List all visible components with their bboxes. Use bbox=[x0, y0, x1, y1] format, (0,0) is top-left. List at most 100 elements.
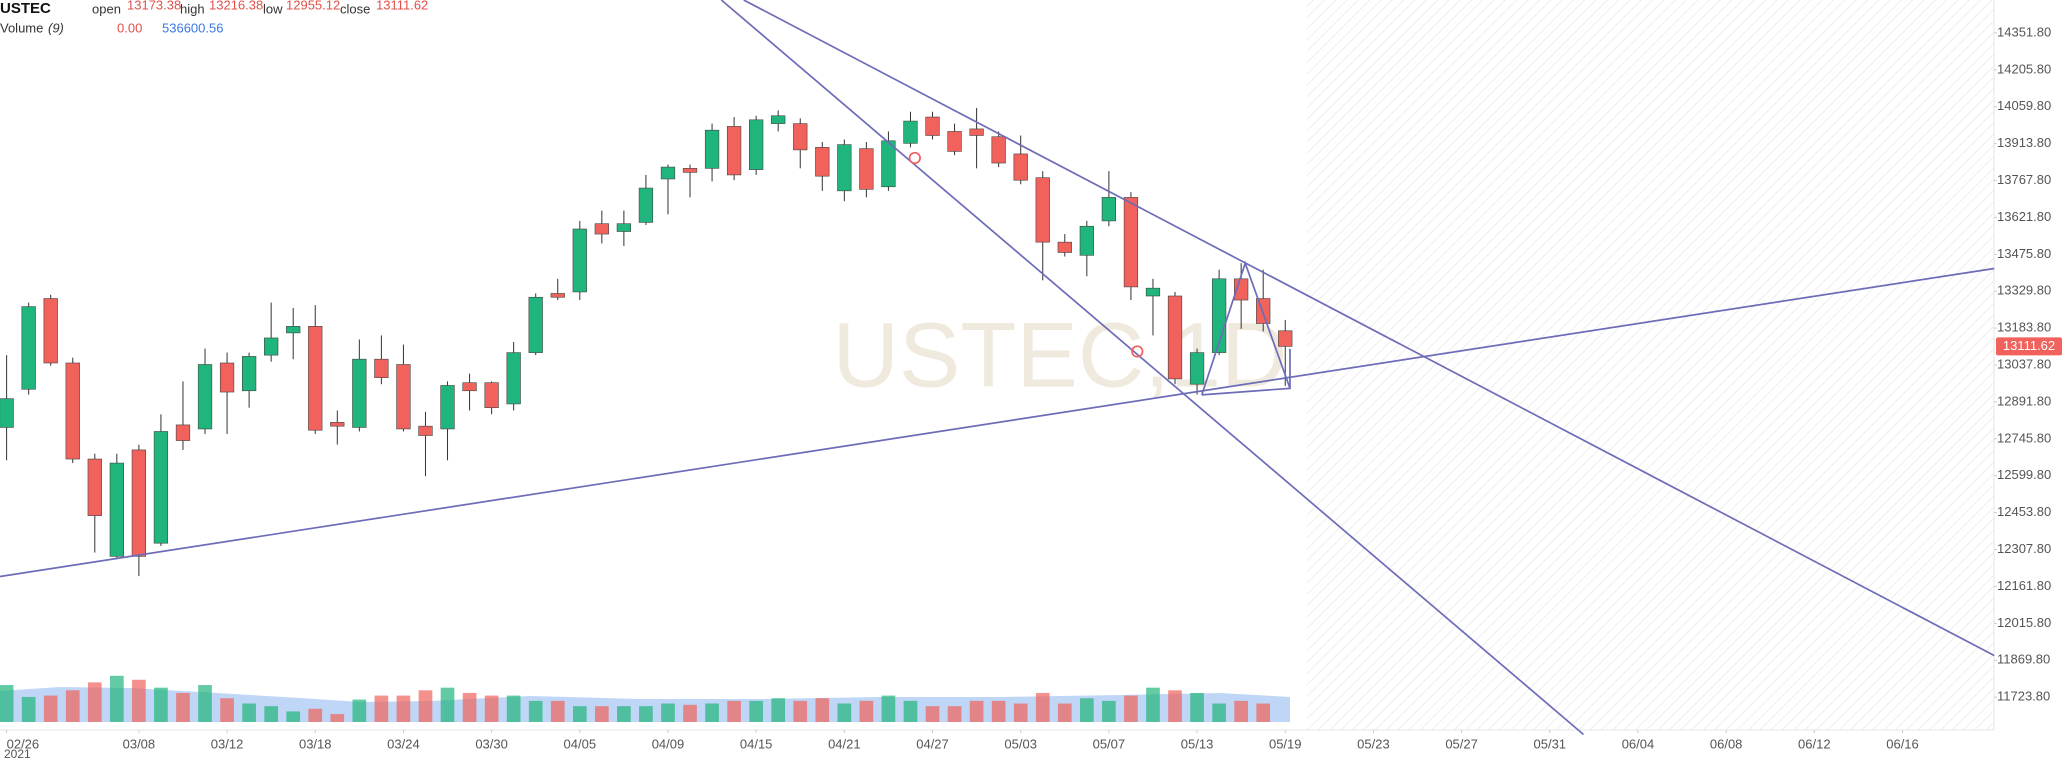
x-tick-label: 03/12 bbox=[211, 736, 244, 751]
candle-body bbox=[881, 140, 896, 188]
volume-bar bbox=[1124, 695, 1138, 722]
volume-bar bbox=[65, 690, 80, 722]
legend-value: 12955.12 bbox=[286, 0, 340, 12]
x-tick-label: 03/24 bbox=[387, 736, 420, 751]
candle-body bbox=[925, 116, 940, 136]
candle-body bbox=[219, 362, 235, 393]
volume-bar bbox=[595, 706, 609, 722]
price-label-bg bbox=[1996, 337, 2062, 356]
volume-bar bbox=[969, 700, 984, 722]
legend-value: 13173.38 bbox=[127, 0, 181, 12]
candle-body bbox=[616, 223, 632, 232]
y-tick-label: 14059.80 bbox=[1997, 98, 2051, 113]
volume-bar bbox=[506, 695, 521, 722]
y-tick-label: 12161.80 bbox=[1997, 578, 2051, 593]
volume-bar bbox=[1035, 692, 1050, 722]
candle-body bbox=[286, 326, 301, 334]
volume-bar bbox=[1190, 692, 1204, 722]
x-tick-label: 05/07 bbox=[1093, 736, 1126, 751]
candle-body bbox=[1123, 197, 1139, 288]
y-tick-label: 12307.80 bbox=[1997, 541, 2051, 556]
volume-bar bbox=[550, 700, 565, 722]
candle-body bbox=[352, 358, 367, 428]
volume-bar bbox=[1013, 703, 1028, 722]
volume-bar bbox=[1256, 703, 1271, 722]
x-tick-label: 06/08 bbox=[1710, 736, 1743, 751]
anchor-point bbox=[1131, 345, 1144, 358]
volume-bar bbox=[440, 687, 455, 722]
volume-bar bbox=[198, 685, 212, 722]
y-tick-label: 13475.80 bbox=[1997, 246, 2051, 261]
candle-body bbox=[969, 128, 984, 136]
y-tick-label: 13037.80 bbox=[1997, 356, 2051, 371]
candle-body bbox=[1167, 295, 1183, 380]
volume-bar bbox=[0, 685, 14, 722]
candle-body bbox=[660, 166, 676, 180]
candle-body bbox=[241, 356, 257, 392]
volume-bar bbox=[352, 699, 367, 722]
volume-bar bbox=[1102, 700, 1116, 722]
candle-body bbox=[771, 115, 786, 124]
volume-bar bbox=[815, 698, 830, 722]
candle-body bbox=[638, 187, 654, 223]
candle-body bbox=[43, 298, 58, 364]
y-tick-label: 11723.80 bbox=[1997, 689, 2050, 704]
candle-body bbox=[396, 364, 411, 430]
volume-bar bbox=[43, 695, 58, 722]
volume-bar bbox=[727, 700, 741, 722]
candle-body bbox=[1101, 197, 1117, 222]
volume-bar bbox=[572, 706, 587, 722]
volume-bar bbox=[330, 714, 345, 722]
volume-bar bbox=[925, 706, 940, 722]
candle-body bbox=[264, 337, 279, 356]
candle-body bbox=[153, 431, 169, 544]
candle-body bbox=[65, 362, 80, 460]
y-tick-label: 11869.80 bbox=[1997, 652, 2050, 667]
candle-body bbox=[682, 168, 698, 173]
candle-body bbox=[1057, 241, 1072, 253]
anchor-point bbox=[908, 151, 921, 165]
future-area bbox=[1307, 0, 1994, 730]
volume-bar bbox=[21, 696, 36, 722]
volume-bar bbox=[749, 700, 763, 722]
volume-bar bbox=[264, 706, 278, 722]
candle-body bbox=[837, 144, 852, 192]
x-tick-label: 03/08 bbox=[123, 736, 156, 751]
volume-bar bbox=[793, 700, 808, 722]
volume-bar bbox=[286, 711, 301, 722]
candle-body bbox=[506, 352, 521, 405]
trendline bbox=[0, 267, 1995, 578]
candle-body bbox=[484, 382, 499, 409]
candle-body bbox=[704, 129, 720, 169]
y-tick-label: 12599.80 bbox=[1997, 467, 2051, 482]
volume-bar bbox=[154, 687, 168, 722]
candle-body bbox=[197, 364, 213, 430]
drawings bbox=[0, 0, 1995, 736]
volume-bar bbox=[242, 703, 256, 722]
candle-body bbox=[109, 462, 124, 557]
x-tick-label: 03/18 bbox=[299, 736, 332, 751]
volume-bar bbox=[418, 690, 433, 722]
candle-body bbox=[726, 126, 742, 176]
volume-bar bbox=[991, 700, 1006, 722]
y-tick-label: 13913.80 bbox=[1997, 135, 2051, 150]
y-tick-label: 14351.80 bbox=[1997, 24, 2051, 39]
candle-body bbox=[308, 326, 323, 431]
volume-bar bbox=[683, 704, 697, 722]
x-tick-label: 06/16 bbox=[1886, 736, 1919, 751]
candle-body bbox=[1013, 153, 1028, 181]
volume-bar bbox=[462, 692, 477, 722]
candle-body bbox=[0, 398, 14, 428]
x-tick-label: 05/19 bbox=[1269, 736, 1302, 751]
volume-bar bbox=[1234, 700, 1248, 722]
volume-bar bbox=[837, 703, 852, 722]
volume-title: Volume bbox=[0, 20, 43, 35]
x-tick-label: 05/03 bbox=[1004, 736, 1037, 751]
candle-body bbox=[1145, 287, 1161, 297]
volume-bar bbox=[396, 695, 411, 722]
candle-body bbox=[594, 223, 609, 235]
legend-label: open bbox=[92, 1, 121, 16]
candle-body bbox=[947, 131, 962, 152]
candle-body bbox=[793, 123, 808, 151]
volume-bar bbox=[1057, 703, 1072, 722]
